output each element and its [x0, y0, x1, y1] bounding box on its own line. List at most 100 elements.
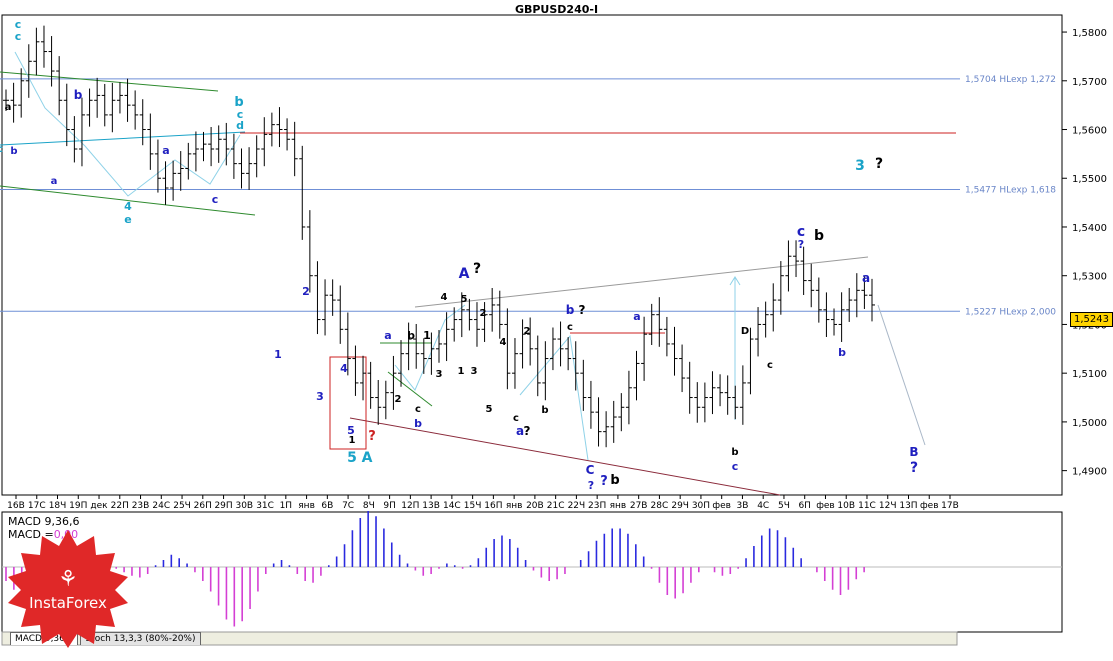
main-plot-frame — [1, 14, 1063, 496]
wave-label-57: c — [767, 360, 773, 371]
x-tick-label-22: 15Ч — [464, 501, 482, 511]
x-tick-label-2: 18Ч — [49, 501, 67, 511]
tab-stoch[interactable]: Stoch 13,3,3 (80%-20%) — [80, 632, 201, 645]
x-tick-label-17: 8Ч — [363, 501, 375, 511]
wave-label-44: c — [567, 322, 573, 333]
x-tick-label-16: 7С — [342, 501, 354, 511]
wave-label-21: A — [362, 450, 373, 466]
x-tick-label-44: фев — [920, 501, 939, 511]
x-tick-label-10: 29П — [214, 501, 232, 511]
green-small-diagonal — [387, 371, 433, 407]
x-tick-label-40: 10В — [837, 501, 855, 511]
logo-glyph: ⚘ — [58, 567, 78, 592]
green-lower-trendline — [0, 185, 256, 216]
x-tick-label-45: 17В — [941, 501, 959, 511]
x-tick-label-5: 22П — [111, 501, 129, 511]
y-tick-label-8: 1,5000 — [1072, 418, 1107, 429]
x-tick-label-31: 28С — [651, 501, 669, 511]
wave-label-26: c — [415, 404, 421, 415]
wave-label-47: b — [541, 405, 548, 416]
x-tick-label-37: 5Ч — [778, 501, 790, 511]
y-tick-label-3: 1,5500 — [1072, 174, 1107, 185]
wave-label-59: c — [732, 460, 739, 473]
instaforex-logo: ⚘ InstaForex — [8, 530, 128, 648]
x-tick-label-0: 16В — [7, 501, 25, 511]
wave-path-3 — [519, 334, 589, 461]
wave-label-11: c — [237, 108, 244, 121]
x-tick-label-29: янв — [610, 501, 627, 511]
wave-label-7: 4 — [124, 200, 132, 213]
x-tick-label-7: 24С — [152, 501, 170, 511]
x-tick-label-32: 29Ч — [671, 501, 689, 511]
x-tick-label-3: 19П — [69, 501, 87, 511]
wave-label-29: 3 — [436, 369, 443, 380]
wave-label-19: 1 — [349, 435, 356, 446]
wave-label-31: c — [513, 413, 519, 424]
wave-label-24: b — [407, 329, 415, 342]
wave-label-61: B — [909, 445, 918, 459]
wave-label-54: b — [814, 228, 824, 244]
wave-label-33: ? — [473, 261, 481, 277]
x-tick-label-38: 6П — [798, 501, 811, 511]
wave-label-4: b — [10, 146, 17, 157]
wave-label-12: d — [236, 119, 244, 132]
x-tick-label-23: 16П — [484, 501, 502, 511]
wave-label-48: ? — [600, 474, 608, 489]
wave-label-60: D — [741, 326, 749, 337]
wave-label-38: 4 — [500, 337, 507, 348]
down-channel-line — [349, 417, 781, 496]
wave-path-1 — [14, 51, 241, 197]
x-tick-label-8: 25Ч — [173, 501, 191, 511]
wave-label-36: 2 — [480, 308, 487, 319]
wave-label-46: 2 — [524, 326, 531, 337]
x-tick-label-39: фев — [816, 501, 835, 511]
hline-label-0: 1,5704 HLexp 1,272 — [965, 75, 1056, 85]
wave-label-20: 5 — [347, 450, 357, 466]
x-tick-label-9: 26П — [194, 501, 212, 511]
wave-label-27: b — [414, 417, 422, 430]
wave-label-1: c — [15, 30, 22, 43]
y-tick-label-9: 1,4900 — [1072, 467, 1107, 478]
y-tick-label-0: 1,5800 — [1072, 28, 1107, 39]
y-tick-label-4: 1,5400 — [1072, 223, 1107, 234]
hline-label-1: 1,5477 HLexp 1,618 — [965, 185, 1056, 195]
x-tick-label-35: 3В — [736, 501, 748, 511]
cyan-trendline — [0, 131, 246, 146]
wave-label-49: b — [610, 473, 619, 488]
wave-label-10: a — [162, 144, 169, 157]
wave-label-45: a — [633, 310, 640, 323]
y-tick-label-2: 1,5600 — [1072, 126, 1107, 137]
y-tick-label-7: 1,5100 — [1072, 369, 1107, 380]
x-tick-label-34: фев — [712, 501, 731, 511]
x-tick-label-18: 9П — [383, 501, 396, 511]
chart-title: GBPUSD240-I — [514, 3, 599, 16]
wave-label-63: 3 — [855, 158, 865, 174]
wave-label-40: a — [516, 424, 524, 438]
wave-label-25: 1 — [423, 329, 431, 342]
logo-wordmark: InstaForex — [29, 594, 107, 612]
tab-bar-strip — [1, 631, 958, 646]
y-tick-label-5: 1,5300 — [1072, 272, 1107, 283]
wave-label-18: 5 — [347, 424, 355, 437]
wave-label-30: 5 — [486, 404, 493, 415]
x-tick-label-41: 11С — [858, 501, 876, 511]
wave-label-3: c — [0, 144, 3, 155]
hline-label-2: 1,5227 HLexp 2,000 — [965, 307, 1056, 317]
wave-label-53: ? — [798, 238, 804, 251]
wave-label-23: a — [384, 329, 391, 342]
x-tick-label-27: 22Ч — [568, 501, 586, 511]
wave-label-50: ? — [588, 479, 594, 492]
x-tick-label-30: 27В — [630, 501, 648, 511]
wave-label-15: 2 — [302, 285, 310, 298]
x-tick-label-4: дек — [90, 501, 108, 511]
x-tick-label-33: 30П — [692, 501, 710, 511]
wave-label-2: a — [5, 102, 12, 113]
wave-label-39: 5 — [461, 294, 468, 305]
wave-label-62: ? — [910, 460, 918, 476]
x-tick-label-26: 21С — [547, 501, 565, 511]
x-tick-label-6: 23В — [132, 501, 150, 511]
wave-label-16: 3 — [316, 390, 324, 403]
wave-label-13: b — [234, 95, 243, 110]
